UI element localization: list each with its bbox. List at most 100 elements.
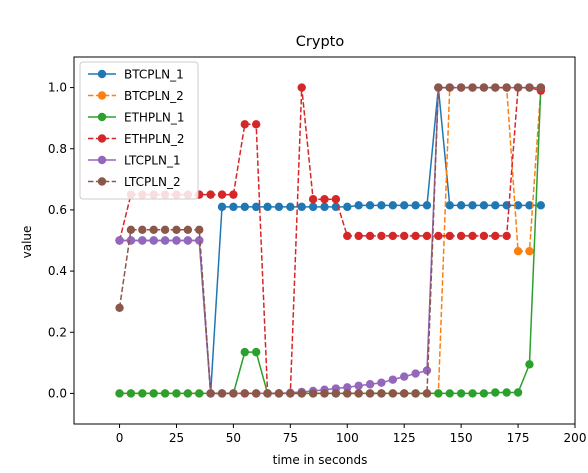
data-point bbox=[252, 389, 260, 397]
data-point bbox=[491, 201, 499, 209]
data-point bbox=[446, 201, 454, 209]
data-point bbox=[400, 372, 408, 380]
data-point bbox=[150, 389, 158, 397]
data-point bbox=[468, 83, 476, 91]
data-point bbox=[309, 195, 317, 203]
data-point bbox=[400, 201, 408, 209]
data-point bbox=[138, 236, 146, 244]
y-tick-label: 0.2 bbox=[48, 325, 67, 339]
data-point bbox=[343, 389, 351, 397]
data-point bbox=[411, 369, 419, 377]
data-point bbox=[206, 190, 214, 198]
data-point bbox=[480, 232, 488, 240]
data-point bbox=[446, 389, 454, 397]
data-point bbox=[354, 201, 362, 209]
legend-label: BTCPLN_2 bbox=[124, 89, 184, 103]
data-point bbox=[468, 232, 476, 240]
data-point bbox=[502, 232, 510, 240]
data-point bbox=[411, 389, 419, 397]
y-tick-label: 1.0 bbox=[48, 81, 67, 95]
data-point bbox=[389, 201, 397, 209]
data-point bbox=[480, 83, 488, 91]
data-point bbox=[502, 388, 510, 396]
data-point bbox=[172, 226, 180, 234]
y-tick-label: 0.8 bbox=[48, 142, 67, 156]
y-tick-label: 0.4 bbox=[48, 264, 67, 278]
data-point bbox=[468, 201, 476, 209]
data-point bbox=[480, 201, 488, 209]
data-point bbox=[263, 389, 271, 397]
data-point bbox=[150, 226, 158, 234]
data-point bbox=[423, 232, 431, 240]
data-point bbox=[309, 389, 317, 397]
legend-label: ETHPLN_1 bbox=[124, 111, 184, 125]
data-point bbox=[502, 83, 510, 91]
data-point bbox=[263, 203, 271, 211]
data-point bbox=[389, 232, 397, 240]
data-point bbox=[241, 389, 249, 397]
data-point bbox=[354, 382, 362, 390]
data-point bbox=[491, 388, 499, 396]
legend-label: BTCPLN_1 bbox=[124, 68, 184, 82]
data-point bbox=[400, 389, 408, 397]
x-tick-label: 25 bbox=[169, 431, 184, 445]
data-point bbox=[389, 375, 397, 383]
data-point bbox=[229, 389, 237, 397]
data-point bbox=[252, 120, 260, 128]
data-point bbox=[332, 389, 340, 397]
data-point bbox=[354, 389, 362, 397]
data-point bbox=[525, 360, 533, 368]
x-tick-label: 175 bbox=[507, 431, 530, 445]
data-point bbox=[423, 389, 431, 397]
x-tick-label: 0 bbox=[116, 431, 124, 445]
data-point bbox=[332, 195, 340, 203]
x-tick-label: 150 bbox=[450, 431, 473, 445]
legend-marker bbox=[98, 113, 106, 121]
x-axis-label: time in seconds bbox=[273, 453, 368, 467]
data-point bbox=[309, 203, 317, 211]
data-point bbox=[514, 83, 522, 91]
x-tick-label: 100 bbox=[336, 431, 359, 445]
data-point bbox=[366, 380, 374, 388]
data-point bbox=[537, 83, 545, 91]
data-point bbox=[468, 389, 476, 397]
data-point bbox=[320, 195, 328, 203]
data-point bbox=[150, 236, 158, 244]
data-point bbox=[161, 226, 169, 234]
data-point bbox=[184, 226, 192, 234]
data-point bbox=[218, 203, 226, 211]
data-point bbox=[434, 389, 442, 397]
data-point bbox=[457, 83, 465, 91]
legend-marker bbox=[98, 70, 106, 78]
data-point bbox=[229, 203, 237, 211]
legend-label: LTCPLN_1 bbox=[124, 154, 181, 168]
data-point bbox=[366, 232, 374, 240]
data-point bbox=[457, 201, 465, 209]
data-point bbox=[514, 247, 522, 255]
data-point bbox=[241, 120, 249, 128]
legend-marker bbox=[98, 156, 106, 164]
data-point bbox=[229, 190, 237, 198]
legend-marker bbox=[98, 134, 106, 142]
data-point bbox=[457, 389, 465, 397]
data-point bbox=[446, 83, 454, 91]
data-point bbox=[400, 232, 408, 240]
data-point bbox=[298, 389, 306, 397]
data-point bbox=[115, 304, 123, 312]
data-point bbox=[298, 83, 306, 91]
data-point bbox=[525, 83, 533, 91]
data-point bbox=[138, 389, 146, 397]
x-tick-label: 75 bbox=[283, 431, 298, 445]
data-point bbox=[457, 232, 465, 240]
data-point bbox=[480, 389, 488, 397]
x-tick-label: 200 bbox=[564, 431, 587, 445]
data-point bbox=[161, 236, 169, 244]
data-point bbox=[320, 203, 328, 211]
data-point bbox=[172, 236, 180, 244]
chart-title: Crypto bbox=[296, 34, 345, 50]
data-point bbox=[138, 226, 146, 234]
data-point bbox=[127, 236, 135, 244]
x-tick-label: 50 bbox=[226, 431, 241, 445]
data-point bbox=[366, 389, 374, 397]
data-point bbox=[298, 203, 306, 211]
